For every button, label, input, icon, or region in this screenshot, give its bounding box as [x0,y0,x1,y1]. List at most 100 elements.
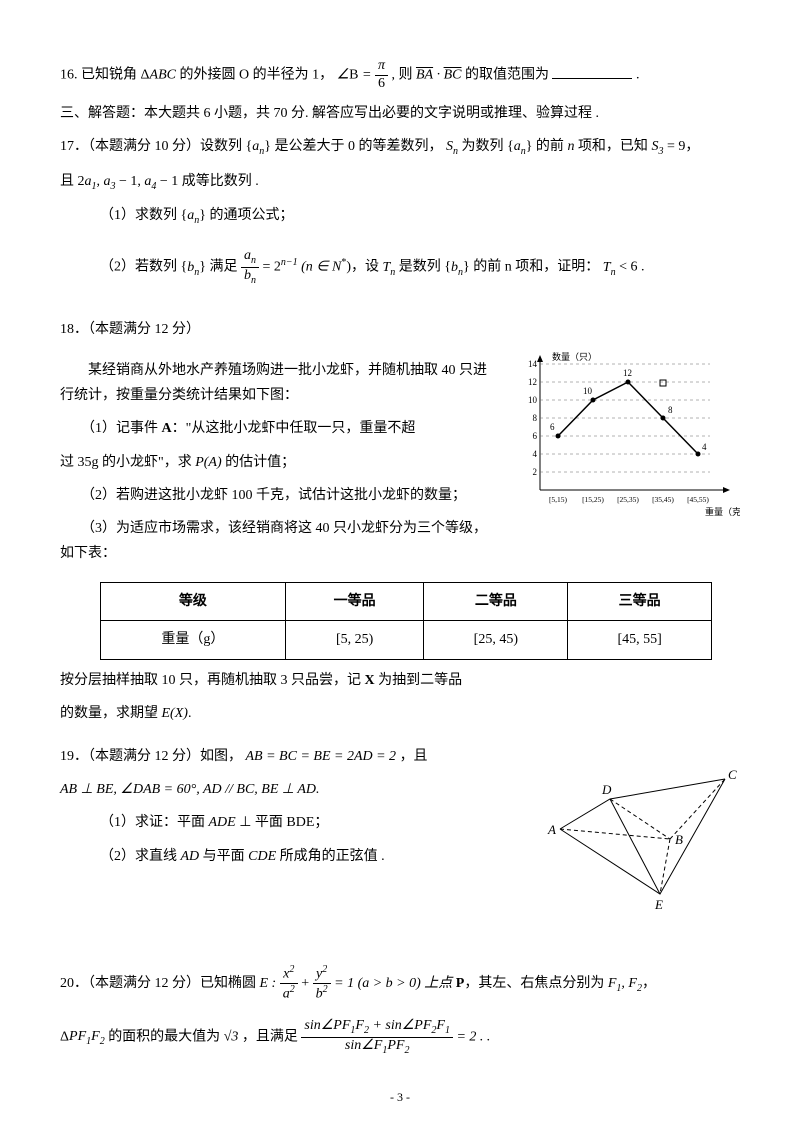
svg-text:4: 4 [702,442,707,452]
q19-figure: A B C D E [540,744,740,914]
q16-period: . [636,68,640,83]
q17-p2a: （2）若数列 { [100,260,187,275]
q19-container: A B C D E 19．（本题满分 12 分）如图， AB = BC = BE… [60,744,740,914]
q17-mid2: 为数列 { [461,139,513,154]
q18-p1c: 过 35g 的小龙虾"，求 [60,455,195,470]
q17-bn2: bn [451,260,463,275]
q17-p1a: （1）求数列 { [100,208,187,223]
q18-text: 某经销商从外地水产养殖场购进一批小龙虾，并随机抽取 40 只进行统计，按重量分类… [60,350,500,574]
q17-tn: Tn [383,260,396,275]
col-2: 二等品 [424,583,568,621]
q19-ade: ADE [209,815,236,830]
svg-text:[5,15): [5,15) [549,495,568,504]
q18-chart-container: 24 68 1012 14 6 10 12 8 4 [510,350,740,529]
row-label: 重量（g） [101,621,286,659]
q20-frac2: y2b2 [313,964,331,1004]
page-number: - 3 - [60,1087,740,1109]
col-1: 一等品 [285,583,424,621]
q17-p1-an: an [187,208,199,223]
q20-m1: ，其左、右焦点分别为 [464,976,608,991]
q19-end: 所成角的正弦值 . [276,849,385,864]
q17-part2: （2）若数列 {bn} 满足 an bn = 2n−1 (n ∈ N*)，设 T… [60,248,740,287]
q16-mid3: 的取值范围为 [465,68,549,83]
q16-mid2: , 则 [391,68,416,83]
q17-l2a: 且 2 [60,174,85,189]
q20-line2: ΔPF1F2 的面积的最大值为 √3 ，且满足 sin∠PF1F2 + sin∠… [60,1018,740,1057]
svg-text:[15,25): [15,25) [582,495,604,504]
svg-text:12: 12 [623,368,632,378]
q17-p2b: } 满足 [199,260,241,275]
q20-pf1f2: PF1F2 [69,1029,105,1044]
label-A: A [547,822,556,837]
q17-p2c: )，设 [346,260,382,275]
q19-ad: AD [181,849,200,864]
q17-a3: a3 [104,174,116,189]
q20-F1: F1 [608,976,622,991]
q18-body: 某经销商从外地水产养殖场购进一批小龙虾，并随机抽取 40 只进行统计，按重量分类… [60,350,740,574]
question-17: 17．（本题满分 10 分）设数列 {an} 是公差大于 0 的等差数列， Sn… [60,134,740,161]
svg-text:8: 8 [668,405,673,415]
table-header-row: 等级 一等品 二等品 三等品 [101,583,712,621]
q16-ba: BA [416,68,433,83]
q18-header: 18．（本题满分 12 分） [60,317,740,342]
q18-A: A [162,421,172,436]
q18-part1c: 过 35g 的小龙虾"，求 P(A) 的估计值； [60,450,500,475]
q18-part2: （2）若购进这批小龙虾 100 千克，试估计这批小龙虾的数量； [60,483,500,508]
q17-a4: a4 [144,174,156,189]
q18-p1a: （1）记事件 [60,421,162,436]
question-16: 16. 已知锐角 ΔABC 的外接圆 O 的半径为 1， ∠B = π6 , 则… [60,58,740,93]
q19-eq1: AB = BC = BE = 2AD = 2 [246,749,397,764]
q16-angle: ∠B = [337,68,375,83]
svg-text:8: 8 [533,413,538,423]
q18-table: 等级 一等品 二等品 三等品 重量（g） [5, 25) [25, 45) [4… [100,582,712,659]
q20-F2: , F2 [621,976,642,991]
q20-bigfrac: sin∠PF1F2 + sin∠PF2F1 sin∠F1PF2 [301,1018,453,1057]
q17-mid1: } 是公差大于 0 的等差数列， [264,139,442,154]
col-grade: 等级 [101,583,286,621]
svg-text:10: 10 [583,386,593,396]
q18-s2: 为抽到二等品 [375,673,463,688]
q19-p2a: （2）求直线 [100,849,181,864]
q17-mid4: 项和，已知 [574,139,648,154]
q17-a1: a1 [85,174,97,189]
q20-l2b: 的面积的最大值为 [108,1029,224,1044]
col-3: 三等品 [568,583,712,621]
q17-eq2n1: = 2 [262,260,280,275]
q17-mid3: } 的前 [526,139,568,154]
q17-p2d: 是数列 { [399,260,451,275]
q18-part3: （3）为适应市场需求，该经销商将这 40 只小龙虾分为三个等级，如下表： [60,516,500,566]
q17-c1: , [97,174,104,189]
label-C: C [728,767,737,782]
q16-prefix: 16. 已知锐角 [60,68,137,83]
q19-semi: ； [314,815,328,830]
svg-text:[35,45): [35,45) [652,495,674,504]
svg-text:6: 6 [533,431,538,441]
q17-comma: ， [685,139,699,154]
q17-an: an [252,139,264,154]
q19-bde: 平面 BDE [255,815,315,830]
q17-nstar: (n ∈ N [301,260,341,275]
q17-part1: （1）求数列 {an} 的通项公式； [60,203,740,230]
q16-dot: · [437,68,444,83]
table-data-row: 重量（g） [5, 25) [25, 45) [45, 55] [101,621,712,659]
q18-chart: 24 68 1012 14 6 10 12 8 4 [510,350,740,520]
cell-3: [45, 55] [568,621,712,659]
q20-E: E : [260,976,280,991]
q17-p1b: } 的通项公式； [199,208,293,223]
q17-tn2: Tn [603,260,616,275]
q17-s3: S3 = 9 [651,139,685,154]
q20-sqrt3: √3 [224,1029,239,1044]
q16-frac: π6 [375,58,388,93]
q20-delta: Δ [60,1029,69,1044]
q18-s1: 按分层抽样抽取 10 只，再随机抽取 3 只品尝，记 [60,673,365,688]
q19-cde: CDE [248,849,276,864]
svg-text:10: 10 [528,395,538,405]
q18-period: . [188,706,192,721]
q18-EX: E(X) [162,706,188,721]
q16-bc: BC [444,68,462,83]
svg-text:2: 2 [533,467,538,477]
q17-p2e: } 的前 n 项和，证明： [463,260,599,275]
q17-header: 17．（本题满分 10 分）设数列 { [60,139,252,154]
q19-m1: ，且 [400,749,428,764]
q19-p1a: （1）求证：平面 [100,815,209,830]
